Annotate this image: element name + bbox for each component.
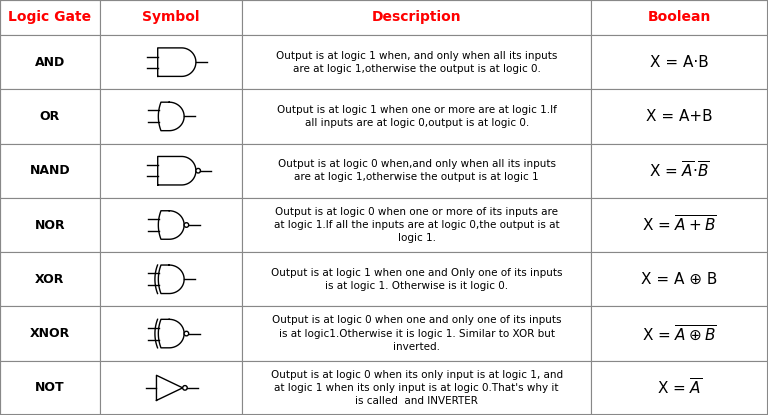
- Bar: [242, 89, 591, 144]
- Text: Symbol: Symbol: [142, 10, 200, 24]
- Bar: [0, 144, 100, 198]
- Circle shape: [183, 386, 187, 390]
- Text: NAND: NAND: [30, 164, 70, 177]
- Bar: [242, 144, 591, 198]
- Bar: [591, 198, 768, 252]
- Polygon shape: [158, 211, 184, 239]
- Text: X = A+B: X = A+B: [647, 109, 713, 124]
- Bar: [242, 252, 591, 306]
- Text: NOT: NOT: [35, 381, 65, 394]
- Bar: [591, 144, 768, 198]
- Bar: [0, 35, 100, 89]
- Bar: [591, 0, 768, 35]
- Bar: [591, 306, 768, 361]
- Text: Output is at logic 1 when, and only when all its inputs
are at logic 1,otherwise: Output is at logic 1 when, and only when…: [276, 51, 558, 74]
- Bar: [242, 198, 591, 252]
- Text: Boolean: Boolean: [648, 10, 711, 24]
- Bar: [100, 252, 242, 306]
- Circle shape: [196, 168, 200, 173]
- Bar: [100, 89, 242, 144]
- Bar: [100, 306, 242, 361]
- Bar: [242, 306, 591, 361]
- Text: Output is at logic 0 when its only input is at logic 1, and
at logic 1 when its : Output is at logic 0 when its only input…: [270, 370, 563, 406]
- Text: Output is at logic 0 when one or more of its inputs are
at logic 1.If all the in: Output is at logic 0 when one or more of…: [274, 207, 559, 243]
- Bar: [100, 361, 242, 415]
- Circle shape: [184, 331, 189, 336]
- Bar: [0, 198, 100, 252]
- Text: Output is at logic 1 when one or more are at logic 1.If
all inputs are at logic : Output is at logic 1 when one or more ar…: [276, 105, 557, 128]
- Text: XNOR: XNOR: [30, 327, 70, 340]
- Polygon shape: [158, 319, 184, 348]
- Bar: [591, 361, 768, 415]
- Bar: [100, 144, 242, 198]
- Text: X = $\overline{A+B}$: X = $\overline{A+B}$: [642, 215, 717, 235]
- Polygon shape: [157, 375, 183, 400]
- Polygon shape: [157, 156, 196, 185]
- Polygon shape: [157, 48, 196, 76]
- Text: X = A ⊕ B: X = A ⊕ B: [641, 272, 718, 287]
- Bar: [242, 35, 591, 89]
- Bar: [591, 35, 768, 89]
- Polygon shape: [158, 102, 184, 131]
- Text: NOR: NOR: [35, 219, 65, 232]
- Text: OR: OR: [40, 110, 60, 123]
- Text: Output is at logic 0 when,and only when all its inputs
are at logic 1,otherwise : Output is at logic 0 when,and only when …: [278, 159, 555, 182]
- Text: Output is at logic 1 when one and Only one of its inputs
is at logic 1. Otherwis: Output is at logic 1 when one and Only o…: [271, 268, 562, 291]
- Bar: [100, 0, 242, 35]
- Bar: [242, 0, 591, 35]
- Bar: [0, 89, 100, 144]
- Bar: [0, 0, 100, 35]
- Bar: [591, 89, 768, 144]
- Bar: [0, 252, 100, 306]
- Circle shape: [184, 223, 189, 227]
- Text: X = A·B: X = A·B: [650, 55, 709, 70]
- Text: X = $\overline{A \oplus B}$: X = $\overline{A \oplus B}$: [642, 324, 717, 343]
- Bar: [0, 306, 100, 361]
- Polygon shape: [158, 265, 184, 293]
- Bar: [100, 35, 242, 89]
- Bar: [100, 198, 242, 252]
- Text: X = $\overline{A}$: X = $\overline{A}$: [657, 378, 703, 398]
- Bar: [591, 252, 768, 306]
- Text: X = $\overline{A}$·$\overline{B}$: X = $\overline{A}$·$\overline{B}$: [650, 161, 710, 181]
- Text: Output is at logic 0 when one and only one of its inputs
is at logic1.Otherwise : Output is at logic 0 when one and only o…: [272, 315, 561, 352]
- Text: Description: Description: [372, 10, 462, 24]
- Bar: [242, 361, 591, 415]
- Bar: [0, 361, 100, 415]
- Text: Logic Gate: Logic Gate: [8, 10, 91, 24]
- Text: AND: AND: [35, 56, 65, 68]
- Text: XOR: XOR: [35, 273, 65, 286]
